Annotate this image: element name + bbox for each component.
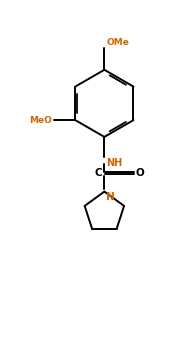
Text: NH: NH — [106, 158, 122, 167]
Text: MeO: MeO — [29, 116, 52, 125]
Text: O: O — [136, 168, 145, 178]
Text: OMe: OMe — [106, 38, 129, 47]
Text: N: N — [106, 192, 115, 202]
Text: C: C — [94, 168, 102, 178]
